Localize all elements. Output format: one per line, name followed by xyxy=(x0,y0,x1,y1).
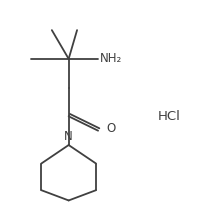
Text: N: N xyxy=(64,130,73,143)
Text: NH₂: NH₂ xyxy=(100,52,122,65)
Text: O: O xyxy=(106,122,116,135)
Text: HCl: HCl xyxy=(158,110,181,123)
